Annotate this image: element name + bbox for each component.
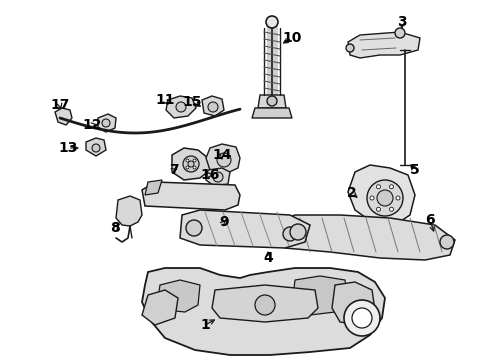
Text: 12: 12 bbox=[82, 118, 102, 132]
Polygon shape bbox=[332, 282, 375, 325]
Circle shape bbox=[377, 190, 393, 206]
Polygon shape bbox=[202, 96, 224, 116]
Circle shape bbox=[213, 172, 223, 182]
Circle shape bbox=[188, 161, 194, 167]
Circle shape bbox=[102, 119, 110, 127]
Circle shape bbox=[390, 207, 393, 211]
Text: 9: 9 bbox=[219, 215, 229, 229]
Polygon shape bbox=[280, 228, 290, 240]
Text: 10: 10 bbox=[282, 31, 302, 45]
Polygon shape bbox=[86, 138, 106, 156]
Text: 14: 14 bbox=[212, 148, 232, 162]
Circle shape bbox=[346, 44, 354, 52]
Text: 13: 13 bbox=[58, 141, 78, 155]
Text: 5: 5 bbox=[410, 163, 420, 177]
Polygon shape bbox=[98, 114, 116, 132]
Circle shape bbox=[370, 196, 374, 200]
Polygon shape bbox=[258, 95, 286, 108]
Text: 4: 4 bbox=[263, 251, 273, 265]
Text: 1: 1 bbox=[200, 318, 210, 332]
Circle shape bbox=[193, 166, 196, 169]
Text: 11: 11 bbox=[155, 93, 175, 107]
Polygon shape bbox=[145, 180, 162, 195]
Circle shape bbox=[176, 102, 186, 112]
Polygon shape bbox=[206, 168, 230, 186]
Polygon shape bbox=[348, 165, 415, 225]
Circle shape bbox=[266, 16, 278, 28]
Circle shape bbox=[193, 159, 196, 162]
Polygon shape bbox=[142, 268, 385, 355]
Circle shape bbox=[376, 185, 381, 189]
Circle shape bbox=[255, 295, 275, 315]
Polygon shape bbox=[252, 108, 292, 118]
Circle shape bbox=[186, 159, 189, 162]
Polygon shape bbox=[282, 215, 455, 260]
Circle shape bbox=[344, 300, 380, 336]
Circle shape bbox=[208, 102, 218, 112]
Circle shape bbox=[283, 227, 297, 241]
Text: 7: 7 bbox=[169, 163, 179, 177]
Circle shape bbox=[183, 156, 199, 172]
Circle shape bbox=[367, 180, 403, 216]
Polygon shape bbox=[55, 108, 72, 125]
Circle shape bbox=[396, 196, 400, 200]
Polygon shape bbox=[212, 285, 318, 322]
Circle shape bbox=[390, 185, 393, 189]
Text: 16: 16 bbox=[200, 168, 220, 182]
Text: 8: 8 bbox=[110, 221, 120, 235]
Polygon shape bbox=[142, 182, 240, 210]
Circle shape bbox=[217, 153, 231, 167]
Circle shape bbox=[186, 166, 189, 169]
Polygon shape bbox=[158, 280, 200, 312]
Circle shape bbox=[267, 96, 277, 106]
Text: 2: 2 bbox=[347, 186, 357, 200]
Circle shape bbox=[290, 224, 306, 240]
Text: 15: 15 bbox=[182, 95, 202, 109]
Circle shape bbox=[395, 28, 405, 38]
Polygon shape bbox=[116, 196, 142, 226]
Polygon shape bbox=[142, 290, 178, 325]
Polygon shape bbox=[180, 210, 310, 248]
Circle shape bbox=[186, 220, 202, 236]
Polygon shape bbox=[172, 148, 210, 180]
Text: 17: 17 bbox=[50, 98, 70, 112]
Circle shape bbox=[352, 308, 372, 328]
Polygon shape bbox=[166, 96, 196, 118]
Circle shape bbox=[92, 144, 100, 152]
Text: 3: 3 bbox=[397, 15, 407, 29]
Polygon shape bbox=[206, 144, 240, 174]
Circle shape bbox=[376, 207, 381, 211]
Text: 6: 6 bbox=[425, 213, 435, 227]
Circle shape bbox=[440, 235, 454, 249]
Polygon shape bbox=[348, 32, 420, 58]
Polygon shape bbox=[292, 276, 348, 315]
